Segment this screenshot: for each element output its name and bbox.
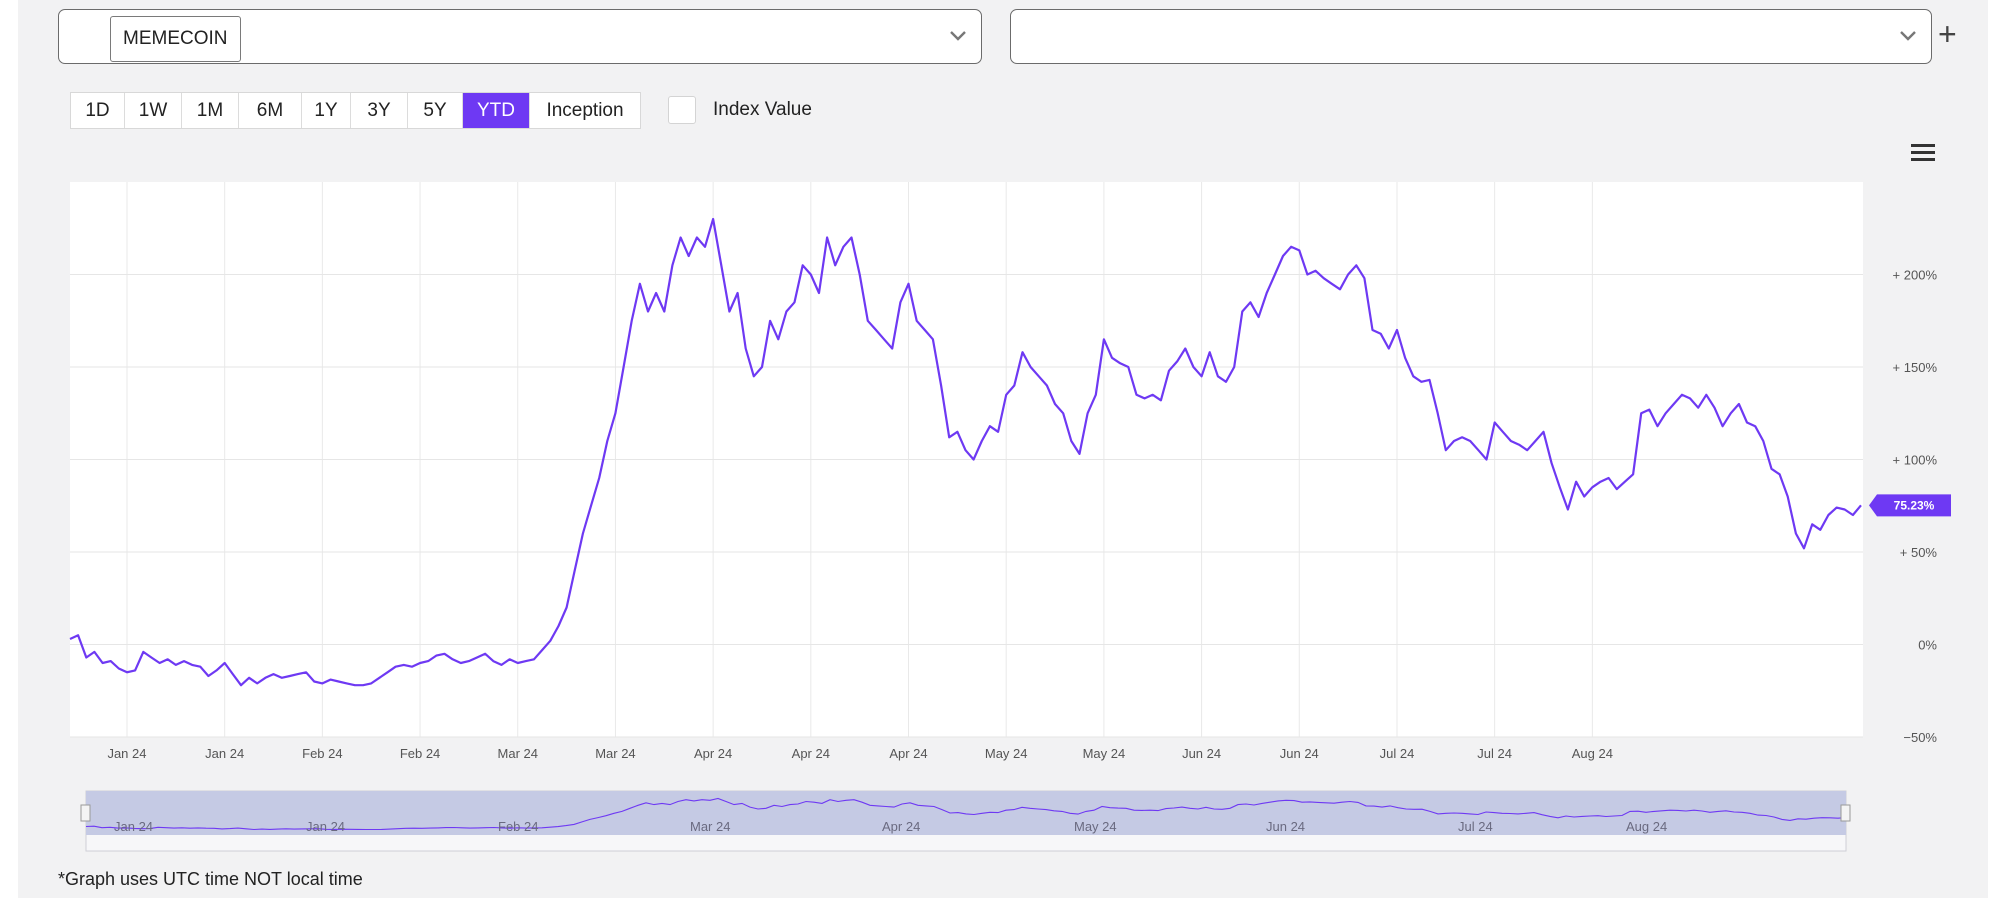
x-tick-label: Aug 24 [1572, 746, 1613, 761]
y-tick-label: + 200% [1893, 268, 1938, 283]
navigator-left-handle[interactable] [80, 804, 91, 822]
y-tick-label: + 50% [1900, 545, 1938, 560]
time-range-selector: 1D 1W 1M 6M 1Y 3Y 5Y YTD Inception [70, 92, 641, 129]
x-tick-label: Feb 24 [400, 746, 440, 761]
range-button-6m[interactable]: 6M [239, 93, 302, 128]
y-tick-label: + 150% [1893, 360, 1938, 375]
navigator-tick-label: Jan 24 [306, 819, 345, 834]
navigator-tick-label: Jul 24 [1458, 819, 1493, 834]
range-button-5y[interactable]: 5Y [408, 93, 463, 128]
navigator-labels: Jan 24 Jan 24 Feb 24 Mar 24 Apr 24 May 24 Jun … [114, 819, 1667, 834]
primary-asset-selector[interactable]: MEMECOIN [58, 9, 982, 64]
add-comparison-icon[interactable]: + [1938, 16, 1957, 52]
last-value-tag-shape [1869, 494, 1951, 517]
y-tick-label: + 100% [1893, 453, 1938, 468]
x-tick-label: Apr 24 [694, 746, 732, 761]
range-button-1y[interactable]: 1Y [302, 93, 351, 128]
x-tick-label: Apr 24 [792, 746, 830, 761]
series-line [69, 217, 1862, 687]
horizontal-gridlines [70, 274, 1863, 738]
x-tick-label: May 24 [1083, 746, 1126, 761]
range-button-inception[interactable]: Inception [530, 93, 640, 128]
x-tick-label: Jun 24 [1182, 746, 1221, 761]
navigator-series-line [85, 797, 1847, 831]
navigator-tick-label: Aug 24 [1626, 819, 1667, 834]
range-navigator[interactable]: Jan 24 Jan 24 Feb 24 Mar 24 Apr 24 May 24 Jun … [80, 790, 1851, 852]
x-tick-label: Feb 24 [302, 746, 342, 761]
navigator-tick-label: Jan 24 [114, 819, 153, 834]
comparison-asset-selector[interactable] [1010, 9, 1932, 64]
x-tick-label: Mar 24 [498, 746, 538, 761]
x-tick-label: Jul 24 [1380, 746, 1415, 761]
range-button-1w[interactable]: 1W [125, 93, 182, 128]
range-button-ytd[interactable]: YTD [463, 93, 530, 128]
navigator-tick-label: Apr 24 [882, 819, 920, 834]
navigator-selection[interactable] [86, 791, 1846, 835]
range-button-3y[interactable]: 3Y [351, 93, 408, 128]
x-axis-tick-labels: Jan 24 Jan 24 Feb 24 Feb 24 Mar 24 Mar 24 Apr … [107, 746, 1612, 761]
navigator-tick-label: Feb 24 [498, 819, 538, 834]
navigator-tick-label: Mar 24 [690, 819, 730, 834]
utc-footnote: *Graph uses UTC time NOT local time [58, 869, 363, 889]
x-tick-label: Jan 24 [205, 746, 244, 761]
navigator-tick-label: Jun 24 [1266, 819, 1305, 834]
navigator-tick-label: May 24 [1074, 819, 1117, 834]
x-tick-label: Mar 24 [595, 746, 635, 761]
asset-chip[interactable]: MEMECOIN [110, 16, 241, 62]
index-value-label: Index Value [713, 99, 812, 120]
y-axis-tick-labels: + 200% + 150% + 100% + 50% 0% −50% [1893, 268, 1938, 746]
x-tick-label: Apr 24 [889, 746, 927, 761]
range-button-1d[interactable]: 1D [71, 93, 125, 128]
x-tick-label: Jun 24 [1280, 746, 1319, 761]
price-chart: + 200%+ 150%+ 100%+ 50%0%−50% Jan 24 Jan … [69, 182, 1951, 852]
range-button-1m[interactable]: 1M [182, 93, 239, 128]
index-value-checkbox[interactable] [668, 96, 696, 124]
y-tick-label: 0% [1918, 638, 1937, 653]
y-tick-label: −50% [1903, 730, 1937, 745]
hamburger-menu-icon[interactable] [1911, 144, 1935, 166]
navigator-right-handle[interactable] [1840, 804, 1851, 822]
chevron-down-icon[interactable] [947, 25, 969, 47]
last-value-label: 75.23% [1894, 498, 1935, 512]
chevron-down-icon[interactable] [1897, 25, 1919, 47]
last-value-tag: 75.23% [1869, 494, 1951, 517]
x-tick-label: Jan 24 [107, 746, 146, 761]
x-tick-label: May 24 [985, 746, 1028, 761]
x-tick-label: Jul 24 [1477, 746, 1512, 761]
